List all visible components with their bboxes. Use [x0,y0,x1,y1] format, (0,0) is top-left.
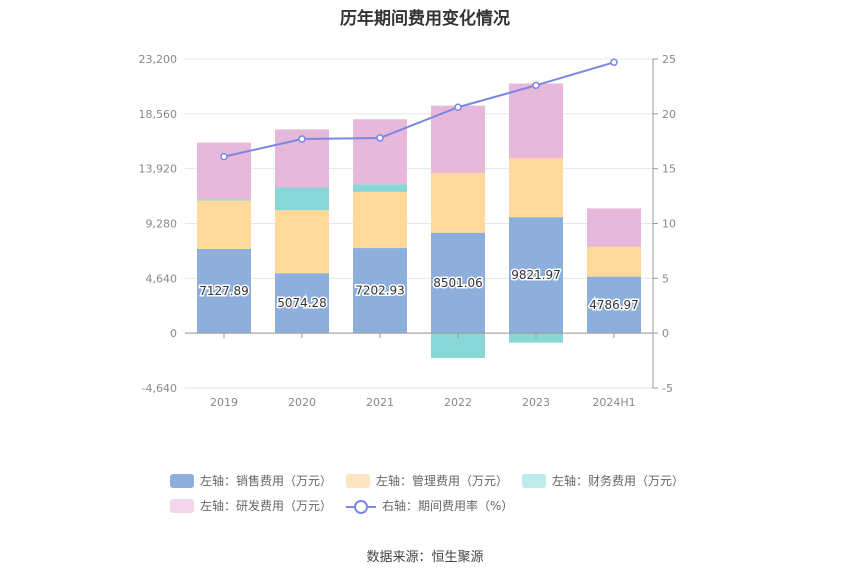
right-axis-tick-label: 25 [662,53,676,66]
left-axis-tick-label: 0 [170,327,177,340]
bar-data-label: 5074.28 [277,296,327,310]
left-axis-tick-label: -4,640 [142,382,177,395]
legend-item-finance[interactable]: 左轴：财务费用（万元） [522,472,684,489]
legend-item-admin[interactable]: 左轴：管理费用（万元） [346,472,508,489]
rate-point [376,134,384,142]
bar-segment-1 [197,200,251,249]
bar-segment-3 [353,119,407,185]
right-axis-tick-label: 15 [662,163,676,176]
x-axis-tick-label: 2020 [288,396,316,409]
right-axis-tick-label: 20 [662,108,676,121]
x-axis-tick-label: 2024H1 [592,396,635,409]
bar-segment-3 [509,83,563,159]
legend-swatch-sales [170,473,194,488]
bar-segment-2 [197,199,251,201]
bar-line-chart: 23,20018,56013,9209,2804,6400-4,64025201… [139,53,677,409]
left-axis-tick-label: 4,640 [146,272,178,285]
legend-label-rd: 左轴：研发费用（万元） [200,499,333,513]
bar-segment-3 [197,142,251,200]
bar-segment-0 [587,276,641,334]
legend-label-sales: 左轴：销售费用（万元） [200,474,333,488]
right-axis-tick-label: 0 [662,327,669,340]
right-axis-tick-label: -5 [662,382,673,395]
bar-data-label: 8501.06 [433,276,483,290]
x-axis-tick-label: 2023 [522,396,550,409]
bar-segment-0 [197,248,251,334]
bar-segment-1 [509,158,563,218]
bar-segment-2 [275,187,329,211]
legend-swatch-finance [522,473,547,488]
legend-label-admin: 左轴：管理费用（万元） [376,474,509,488]
rate-point [610,58,618,67]
rate-line [223,61,615,158]
bar-segment-2 [353,184,407,192]
legend-swatch-rate [346,499,377,514]
legend-item-rate[interactable]: 右轴：期间费用率（%） [346,497,513,514]
left-axis-tick-label: 18,560 [139,108,178,121]
bar-data-label: 9821.97 [511,268,561,282]
bar-segment-1 [587,246,641,277]
legend-item-sales[interactable]: 左轴：销售费用（万元） [170,472,332,489]
rate-point [220,152,228,161]
legend-swatch-rd [170,498,194,513]
right-axis-tick-label: 5 [662,272,669,285]
bar-segment-1 [275,210,329,274]
legend-label-finance: 左轴：财务费用（万元） [552,474,685,488]
bar-segment-0 [509,217,563,334]
legend-swatch-admin [346,473,371,488]
x-axis-tick-label: 2022 [444,396,472,409]
bar-segment-0 [353,248,407,334]
bar-segment-0 [275,273,329,334]
legend-item-rd[interactable]: 左轴：研发费用（万元） [170,497,332,514]
bar-segment-3 [431,105,485,174]
bar-segment-1 [353,191,407,249]
left-axis-tick-label: 13,920 [139,163,178,176]
left-axis-tick-label: 9,280 [146,218,178,231]
data-source: 数据来源：恒生聚源 [366,550,484,565]
x-axis-tick-label: 2021 [366,396,394,409]
chart-title: 历年期间费用变化情况 [340,9,510,29]
left-axis-tick-label: 23,200 [139,53,178,66]
rate-point [298,135,306,143]
bar-data-label: 7202.93 [355,284,405,298]
bar-data-label: 7127.89 [199,284,249,298]
rate-point [454,103,462,112]
bar-segment-0 [431,232,485,334]
legend-label-rate: 右轴：期间费用率（%） [382,499,514,513]
bar-segment-3 [587,208,641,247]
bar-data-label: 4786.97 [589,298,639,312]
bar-segment-1 [431,173,485,233]
right-axis-tick-label: 10 [662,218,676,231]
rate-point [532,81,540,90]
legend: 左轴：销售费用（万元） 左轴：管理费用（万元） 左轴：财务费用（万元） 左轴：研… [170,472,710,522]
x-axis-tick-label: 2019 [210,396,238,409]
